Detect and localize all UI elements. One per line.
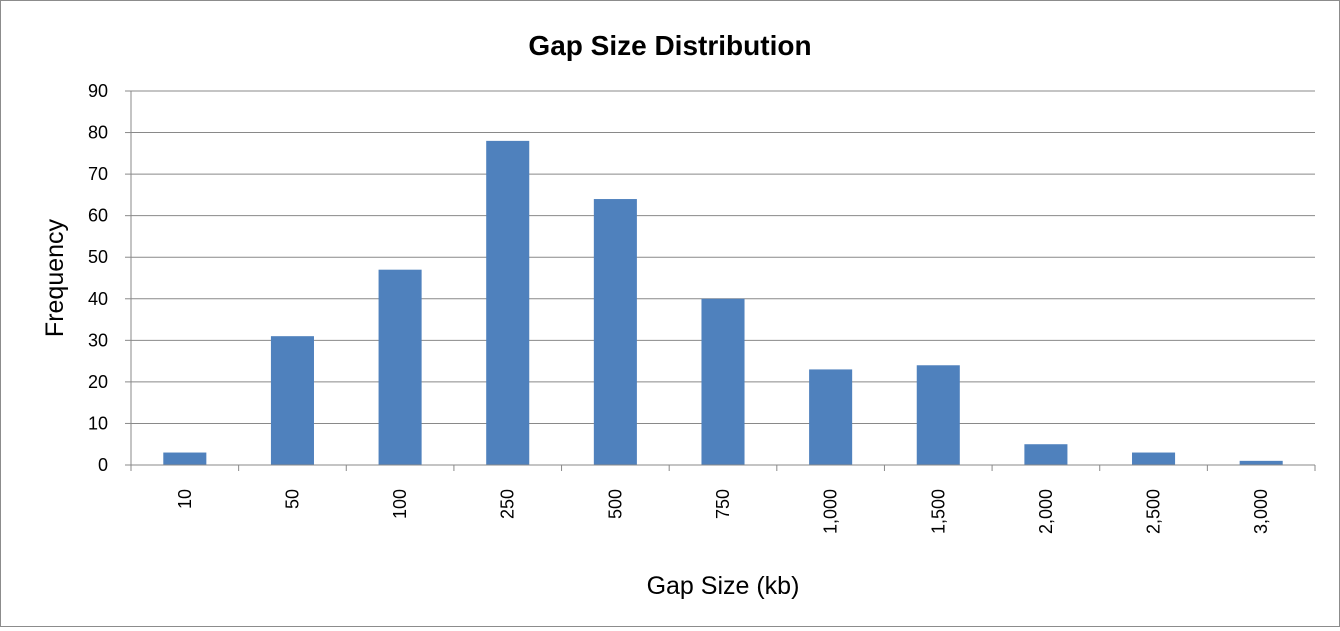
bars <box>163 140 1283 466</box>
x-axis-title: Gap Size (kb) <box>647 572 800 600</box>
y-tick-label: 50 <box>88 247 108 267</box>
y-tick-label: 70 <box>88 164 108 184</box>
x-tick-label: 100 <box>390 489 410 519</box>
axes <box>130 91 1316 471</box>
bar <box>1132 452 1176 465</box>
bar <box>701 298 745 465</box>
x-tick-label: 2,000 <box>1036 489 1056 534</box>
x-tick-label: 3,000 <box>1251 489 1271 534</box>
bar <box>916 365 960 465</box>
x-tick-label: 50 <box>282 489 302 509</box>
y-tick-labels: 0 10 20 30 40 50 60 70 80 90 <box>88 81 108 475</box>
y-tick-label: 10 <box>88 413 108 433</box>
chart-title: Gap Size Distribution <box>528 30 811 61</box>
bar <box>486 140 530 465</box>
x-tick-label: 750 <box>713 489 733 519</box>
bar <box>809 369 853 465</box>
bar <box>1024 444 1068 465</box>
bar <box>1239 460 1283 465</box>
y-tick-label: 90 <box>88 81 108 101</box>
y-tick-label: 20 <box>88 372 108 392</box>
x-tick-label: 1,000 <box>821 489 841 534</box>
bar <box>163 452 207 465</box>
x-tick-labels: 10 50 100 250 500 750 1,000 1,500 2,000 2,500 3,00… <box>175 489 1271 534</box>
y-axis-title: Frequency <box>41 218 69 337</box>
x-tick-label: 2,500 <box>1144 489 1164 534</box>
bar <box>378 269 422 465</box>
y-tick-label: 40 <box>88 289 108 309</box>
x-tick-label: 1,500 <box>928 489 948 534</box>
x-tick-label: 500 <box>605 489 625 519</box>
y-tick-label: 80 <box>88 123 108 143</box>
bar <box>593 199 637 466</box>
y-tick-label: 60 <box>88 206 108 226</box>
y-tick-label: 0 <box>98 455 108 475</box>
x-tick-label: 10 <box>175 489 195 509</box>
x-tick-label: 250 <box>498 489 518 519</box>
y-tick-label: 30 <box>88 330 108 350</box>
bar <box>270 336 314 465</box>
